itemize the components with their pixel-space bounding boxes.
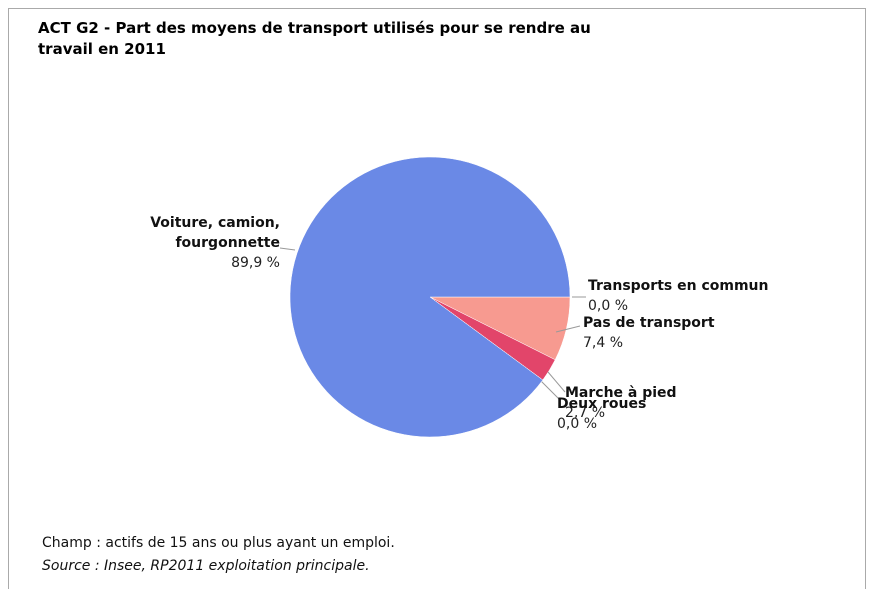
slice-label: Pas de transport 7,4 % xyxy=(583,313,715,353)
slice-name: Marche à pied xyxy=(565,385,677,401)
slice-value: 89,9 % xyxy=(231,255,280,271)
frame xyxy=(8,8,866,589)
slice-name: Deux roues xyxy=(557,396,647,412)
slice-name: Pas de transport xyxy=(583,315,715,331)
slice-value: 2,7 % xyxy=(565,405,606,421)
pie-slice xyxy=(289,156,571,438)
leader-line xyxy=(539,379,561,401)
slice-label: Deux roues 0,0 % xyxy=(557,394,646,434)
note-champ: Champ : actifs de 15 ans ou plus ayant u… xyxy=(42,535,395,551)
slice-label: Marche à pied 2,7 % xyxy=(565,383,677,423)
slice-label: Voiture, camion, fourgonnette 89,9 % xyxy=(110,213,280,273)
slice-label: Transports en commun 0,0 % xyxy=(588,276,768,316)
slice-value: 7,4 % xyxy=(583,335,624,351)
leader-line xyxy=(555,325,581,333)
slice-value: 0,0 % xyxy=(557,416,598,432)
slice-name: Voiture, camion, fourgonnette xyxy=(150,215,280,251)
leader-line xyxy=(279,247,296,251)
slice-name: Transports en commun xyxy=(588,278,769,294)
leader-line xyxy=(547,371,566,393)
chart-title: ACT G2 - Part des moyens de transport ut… xyxy=(38,19,591,58)
slice-value: 0,0 % xyxy=(588,298,629,314)
note-source: Source : Insee, RP2011 exploitation prin… xyxy=(42,558,370,574)
